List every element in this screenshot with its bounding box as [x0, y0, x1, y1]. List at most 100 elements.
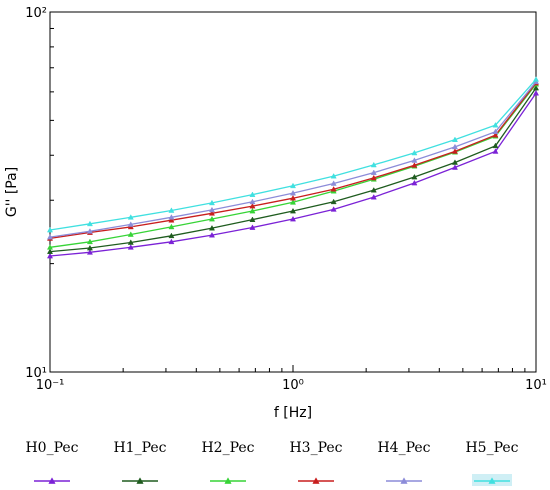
data-point: [532, 90, 540, 96]
legend-item: H5_Pec: [465, 440, 519, 486]
data-point: [492, 142, 499, 149]
data-point: [168, 238, 175, 245]
data-point: [451, 159, 458, 165]
series-line: [49, 83, 537, 248]
data-point: [492, 122, 499, 128]
y-tick-label: 10¹: [25, 366, 47, 381]
legend-item: H0_Pec: [25, 440, 79, 484]
data-point: [208, 232, 215, 238]
data-point: [127, 214, 134, 220]
series-line: [49, 78, 537, 231]
data-point: [411, 179, 418, 186]
data-point: [370, 187, 377, 193]
data-point: [330, 206, 337, 212]
legend: H0_Pec H1_Pec H2_Pec H3_Pec H4_Pec H5_Pec: [25, 440, 519, 486]
data-point: [289, 195, 297, 201]
data-point: [46, 233, 54, 240]
series-line: [49, 92, 537, 257]
data-point: [127, 231, 134, 237]
data-point: [370, 194, 377, 200]
data-point: [208, 199, 215, 206]
series-line: [49, 82, 537, 240]
series-h5-pec: [46, 76, 540, 233]
data-point: [249, 191, 256, 197]
data-point: [224, 477, 232, 484]
data-point: [46, 226, 54, 233]
legend-label: H0_Pec: [25, 440, 78, 456]
data-point: [532, 84, 540, 91]
data-point: [249, 216, 256, 222]
data-point: [46, 244, 54, 250]
series-line: [49, 87, 537, 253]
data-point: [127, 239, 134, 245]
series-h4-pec: [46, 78, 540, 240]
data-point: [492, 128, 499, 135]
legend-item: H1_Pec: [113, 440, 167, 484]
data-point: [330, 198, 337, 205]
data-point: [168, 207, 175, 213]
legend-label: H2_Pec: [201, 440, 254, 456]
data-point: [249, 198, 256, 205]
data-point: [249, 207, 256, 214]
data-point: [249, 202, 256, 209]
legend-label: H3_Pec: [289, 440, 342, 456]
data-point: [451, 143, 458, 150]
data-point: [411, 157, 418, 163]
legend-item: H3_Pec: [289, 440, 343, 484]
y-tick-label: 10²: [25, 6, 47, 21]
data-point: [168, 217, 175, 223]
data-point: [127, 221, 134, 227]
data-point: [168, 232, 175, 239]
data-point: [208, 206, 215, 213]
data-point: [330, 180, 337, 186]
data-point: [532, 76, 540, 82]
data-point: [451, 136, 458, 142]
data-point: [86, 249, 93, 255]
x-tick-label: 10⁰: [282, 378, 304, 393]
data-point: [330, 173, 337, 179]
data-point: [249, 224, 256, 230]
y-tick-labels: 10¹ 10²: [25, 6, 47, 381]
data-point: [289, 189, 297, 196]
legend-label: H1_Pec: [113, 440, 166, 456]
data-point: [289, 215, 297, 222]
legend-label: H5_Pec: [465, 440, 518, 456]
data-point: [289, 182, 297, 189]
data-point: [451, 164, 458, 170]
x-tick-label: 10¹: [525, 378, 547, 393]
data-point: [208, 225, 215, 231]
data-point: [289, 207, 297, 214]
x-tick-labels: 10⁻¹ 10⁰ 10¹: [36, 378, 547, 393]
data-point: [451, 148, 458, 154]
data-point: [168, 223, 175, 230]
y-axis-label: G'' [Pa]: [4, 167, 20, 217]
series-layer: [46, 76, 540, 259]
data-point: [86, 238, 93, 245]
data-point: [136, 477, 144, 484]
legend-item: H4_Pec: [377, 440, 431, 484]
legend-label: H4_Pec: [377, 440, 430, 456]
series-h1-pec: [46, 84, 540, 254]
axis-ticks: [49, 11, 537, 373]
data-point: [370, 174, 377, 181]
data-point: [46, 252, 54, 259]
data-point: [289, 199, 297, 205]
data-point: [86, 244, 93, 251]
data-point: [86, 228, 93, 234]
data-point: [492, 132, 499, 138]
data-point: [411, 173, 418, 180]
legend-item: H2_Pec: [201, 440, 255, 484]
data-point: [312, 477, 320, 484]
data-point: [330, 186, 337, 192]
x-tick-label: 10⁻¹: [36, 378, 65, 393]
data-point: [400, 477, 408, 484]
data-point: [48, 477, 56, 484]
series-h0-pec: [46, 90, 540, 259]
x-axis-label: f [Hz]: [274, 405, 312, 421]
series-h2-pec: [46, 81, 540, 250]
data-point: [488, 477, 496, 484]
data-point: [370, 169, 377, 175]
data-point: [168, 214, 175, 220]
data-point: [127, 244, 134, 250]
